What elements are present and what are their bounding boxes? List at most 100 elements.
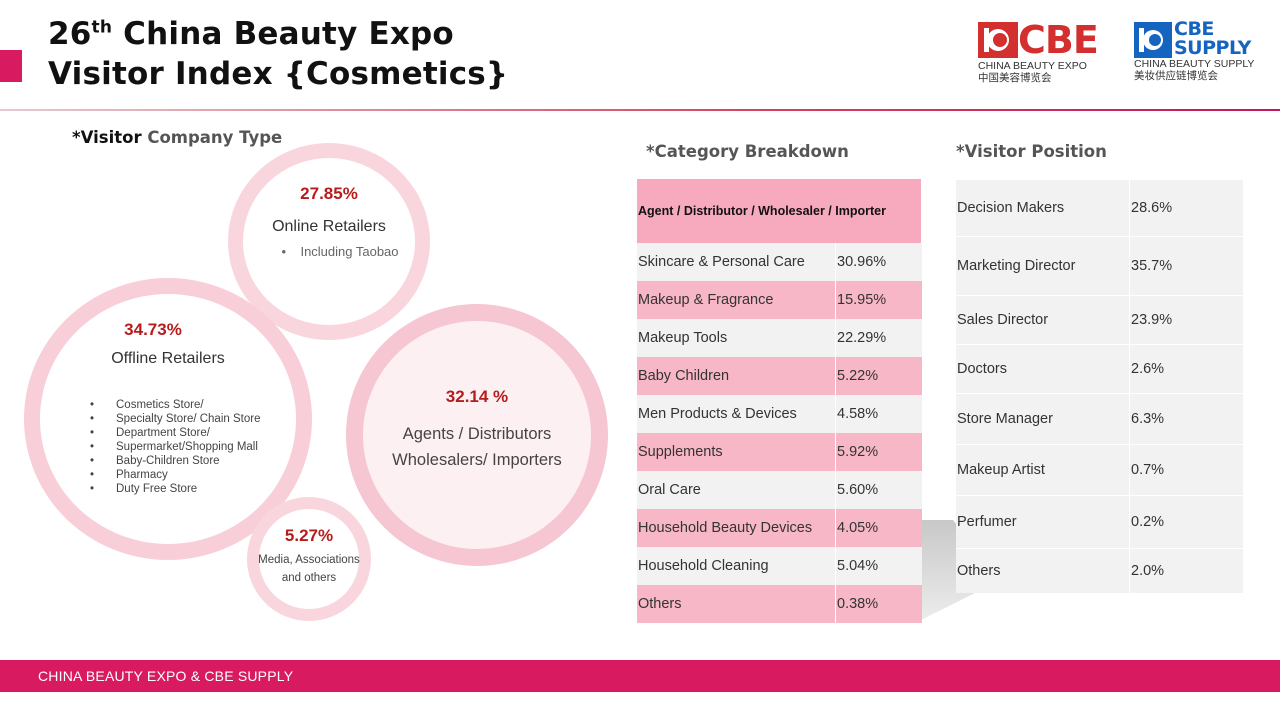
cbe-logo: CBE CHINA BEAUTY EXPO 中国美容博览会 [978, 20, 1108, 84]
table-row: Baby Children 5.22% [637, 357, 922, 395]
category-name-cell: Makeup Tools [637, 319, 836, 357]
online-retailers-pct: 27.85% [300, 184, 358, 203]
position-name-cell: Decision Makers [956, 179, 1130, 237]
position-name-cell: Others [956, 548, 1130, 593]
category-name-cell: Makeup & Fragrance [637, 281, 836, 319]
position-name-cell: Store Manager [956, 393, 1130, 445]
category-name-cell: Men Products & Devices [637, 395, 836, 433]
list-item-text: Supermarket/Shopping Mall [116, 441, 258, 453]
position-table-body: Decision Makers 28.6% Marketing Director 35… [956, 179, 1243, 593]
table-row: Marketing Director 35.7% [956, 236, 1243, 296]
category-name-cell: Supplements [637, 433, 836, 471]
visitor-position-heading: *Visitor Position [956, 142, 1107, 161]
list-item: Supermarket/Shopping Mall [90, 440, 260, 454]
category-name-cell: Oral Care [637, 471, 836, 509]
category-breakdown-heading: *Category Breakdown [646, 142, 849, 161]
table-row: Sales Director 23.9% [956, 295, 1243, 345]
category-value-cell: 5.60% [835, 471, 922, 509]
offline-retailers-list: Cosmetics Store/ Specialty Store/ Chain … [90, 398, 260, 496]
position-name-cell: Makeup Artist [956, 444, 1130, 496]
table-row: Store Manager 6.3% [956, 393, 1243, 445]
title-number: 26 [48, 16, 92, 52]
list-item: Specialty Store/ Chain Store [90, 412, 260, 426]
position-name-cell: Doctors [956, 344, 1130, 394]
table-row: Makeup Artist 0.7% [956, 444, 1243, 496]
offline-retailers-label: Offline Retailers [111, 350, 225, 367]
media-pct: 5.27% [284, 526, 334, 545]
media-label-line1: Media, Associations [258, 554, 360, 566]
position-value-cell: 6.3% [1129, 393, 1243, 445]
header-divider [0, 109, 1280, 111]
category-breakdown-table: Agent / Distributor / Wholesaler / Impor… [637, 179, 922, 623]
media-label-line2: and others [281, 572, 337, 584]
page-title-line1: 26th China Beauty Expo [48, 14, 508, 54]
table-row: Others 0.38% [637, 585, 922, 623]
category-table-header-cell: Agent / Distributor / Wholesaler / Impor… [637, 179, 922, 243]
category-value-cell: 4.58% [835, 395, 922, 433]
category-value-cell: 0.38% [835, 585, 922, 623]
agents-label-line1: Agents / Distributors [402, 425, 552, 443]
table-row: Doctors 2.6% [956, 344, 1243, 394]
table-row: Oral Care 5.60% [637, 471, 922, 509]
cbe-logo-mark: CBE [978, 20, 1108, 60]
list-item: Duty Free Store [90, 482, 260, 496]
company-type-heading: *Visitor Company Type [72, 128, 282, 147]
table-row: Makeup Tools 22.29% [637, 319, 922, 357]
online-retailers-label: Online Retailers [272, 218, 386, 235]
category-value-cell: 4.05% [835, 509, 922, 547]
agents-pct: 32.14 % [445, 387, 509, 406]
position-value-cell: 23.9% [1129, 295, 1243, 345]
table-row: Men Products & Devices 4.58% [637, 395, 922, 433]
company-type-heading-bold: *Visitor [72, 128, 142, 147]
category-name-cell: Skincare & Personal Care [637, 243, 836, 281]
online-retailers-bullet: • Including Taobao [281, 244, 399, 259]
position-name-cell: Sales Director [956, 295, 1130, 345]
category-name-cell: Baby Children [637, 357, 836, 395]
supply-emblem-icon [1134, 22, 1172, 58]
list-item: Baby-Children Store [90, 454, 260, 468]
supply-logo-mark: CBE SUPPLY [1134, 20, 1264, 58]
page-title-line2: Visitor Index {Cosmetics} [48, 56, 509, 92]
media-circle: 5.27% Media, Associations and others [247, 497, 371, 621]
position-value-cell: 0.7% [1129, 444, 1243, 496]
list-item: Cosmetics Store/ [90, 398, 260, 412]
table-row: Household Beauty Devices 4.05% [637, 509, 922, 547]
table-row: Supplements 5.92% [637, 433, 922, 471]
position-value-cell: 28.6% [1129, 179, 1243, 237]
category-name-cell: Household Cleaning [637, 547, 836, 585]
category-value-cell: 30.96% [835, 243, 922, 281]
online-retailers-bullet-text: Including Taobao [300, 244, 399, 259]
cbe-logo-en: CHINA BEAUTY EXPO [978, 60, 1087, 72]
position-value-cell: 2.0% [1129, 548, 1243, 593]
visitor-position-table: Decision Makers 28.6% Marketing Director 35… [956, 179, 1243, 593]
table-row: Decision Makers 28.6% [956, 179, 1243, 237]
agents-label: Agents / Distributors Wholesalers/ Impor… [363, 421, 591, 473]
agents-circle: 32.14 % Agents / Distributors Wholesaler… [346, 304, 608, 566]
category-value-cell: 5.92% [835, 433, 922, 471]
category-name-cell: Household Beauty Devices [637, 509, 836, 547]
list-item-text: Specialty Store/ Chain Store [116, 413, 261, 425]
supply-logo-en: CHINA BEAUTY SUPPLY [1134, 58, 1255, 70]
cbe-logo-cn: 中国美容博览会 [978, 72, 1052, 84]
cbe-supply-logo: CBE SUPPLY CHINA BEAUTY SUPPLY 美妆供应链博览会 [1134, 20, 1264, 82]
position-name-cell: Perfumer [956, 495, 1130, 549]
position-value-cell: 35.7% [1129, 236, 1243, 296]
supply-logo-supply: SUPPLY [1174, 37, 1251, 59]
supply-logo-letters: CBE SUPPLY [1174, 20, 1251, 58]
title-ordinal: th [91, 17, 113, 38]
table-row: Perfumer 0.2% [956, 495, 1243, 549]
cbe-logo-letters: CBE [1018, 18, 1099, 62]
position-value-cell: 0.2% [1129, 495, 1243, 549]
position-value-cell: 2.6% [1129, 344, 1243, 394]
title-expo-name: China Beauty Expo [112, 16, 454, 52]
offline-retailers-pct: 34.73% [124, 320, 182, 339]
list-item: Pharmacy [90, 468, 260, 482]
supply-logo-cbe: CBE [1174, 18, 1214, 40]
position-name-cell: Marketing Director [956, 236, 1130, 296]
supply-logo-cn: 美妆供应链博览会 [1134, 70, 1218, 82]
title-accent-bar [0, 50, 22, 82]
cbe-emblem-icon [978, 22, 1018, 58]
category-table-body: Agent / Distributor / Wholesaler / Impor… [637, 179, 922, 623]
footer-bar: CHINA BEAUTY EXPO & CBE SUPPLY [0, 660, 1280, 692]
category-value-cell: 15.95% [835, 281, 922, 319]
